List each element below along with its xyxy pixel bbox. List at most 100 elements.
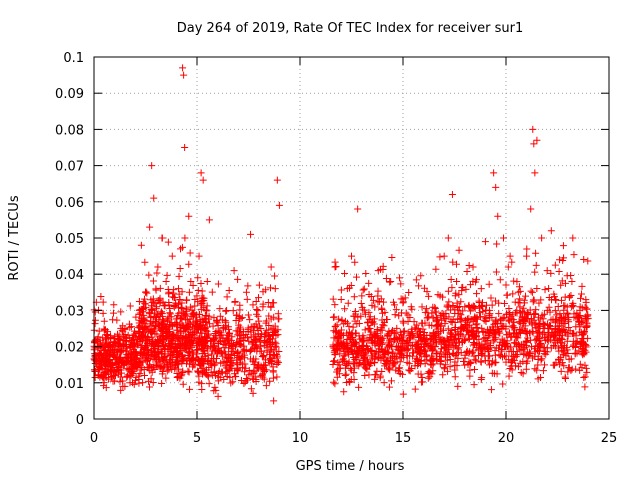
data-point	[271, 328, 279, 336]
data-point	[350, 341, 358, 349]
data-point	[198, 287, 206, 295]
data-point	[440, 364, 448, 372]
data-point	[168, 252, 176, 260]
data-point	[444, 234, 452, 242]
data-point	[392, 306, 400, 314]
data-point	[465, 349, 473, 357]
data-point	[181, 144, 189, 151]
data-point	[169, 289, 177, 297]
data-point	[516, 303, 524, 311]
data-point	[441, 320, 449, 328]
x-tick-label: 25	[601, 431, 618, 446]
data-point	[272, 332, 280, 340]
data-point	[367, 319, 375, 327]
data-point	[129, 342, 137, 350]
data-point	[198, 386, 206, 394]
data-point	[362, 364, 370, 372]
data-point	[502, 281, 510, 289]
data-point	[148, 305, 156, 313]
data-point	[204, 330, 212, 338]
data-point	[242, 288, 250, 296]
y-tick-label: 0.09	[55, 87, 84, 102]
data-point	[164, 350, 172, 358]
data-point	[421, 334, 429, 342]
data-point	[194, 346, 202, 354]
data-point	[525, 348, 533, 356]
data-point	[384, 365, 392, 373]
data-point	[236, 337, 244, 345]
data-point	[225, 286, 233, 294]
data-point	[275, 347, 283, 355]
data-point	[159, 325, 167, 333]
data-point	[157, 309, 165, 317]
data-point	[336, 330, 344, 338]
data-point	[157, 332, 165, 340]
data-point	[396, 274, 404, 282]
data-point	[466, 366, 474, 374]
data-point	[531, 365, 539, 373]
data-point	[459, 332, 467, 340]
data-point	[360, 285, 368, 293]
data-point	[477, 358, 485, 366]
data-point	[365, 371, 373, 379]
data-point	[388, 253, 396, 261]
data-point	[501, 352, 509, 360]
data-point	[150, 353, 158, 361]
data-point	[250, 368, 258, 376]
data-point	[432, 332, 440, 340]
data-point	[232, 316, 240, 324]
data-point	[267, 315, 275, 323]
data-point	[329, 361, 337, 369]
data-point	[267, 325, 275, 333]
data-point	[260, 338, 268, 346]
data-point	[175, 290, 183, 298]
data-point	[486, 306, 494, 314]
data-point	[374, 292, 382, 300]
data-point	[444, 367, 452, 375]
data-point	[142, 288, 149, 296]
data-point	[172, 353, 180, 361]
data-point	[388, 327, 396, 335]
data-point	[91, 367, 99, 375]
data-point	[369, 296, 377, 304]
data-point	[251, 358, 259, 366]
data-point	[254, 327, 262, 335]
data-point	[378, 339, 386, 347]
data-point	[437, 357, 445, 365]
data-point	[507, 333, 515, 341]
data-point	[119, 382, 127, 390]
data-point	[356, 335, 364, 343]
data-point	[179, 367, 187, 375]
data-point	[465, 335, 473, 343]
data-point	[546, 321, 554, 329]
data-point	[492, 183, 500, 191]
data-point	[118, 369, 126, 377]
data-point	[222, 322, 230, 330]
data-point	[201, 325, 209, 332]
data-point	[497, 347, 505, 355]
data-point	[353, 349, 361, 357]
data-point	[417, 272, 425, 280]
data-point	[458, 339, 466, 347]
data-point	[515, 340, 523, 348]
data-point	[192, 346, 200, 354]
data-point	[527, 205, 535, 213]
data-point	[226, 373, 234, 381]
data-point	[196, 360, 204, 368]
data-point	[425, 321, 433, 329]
data-point	[262, 361, 270, 369]
data-point	[531, 336, 539, 344]
data-point	[371, 355, 379, 363]
data-point	[179, 380, 187, 388]
data-point	[351, 364, 359, 372]
data-point	[214, 280, 222, 288]
data-point	[429, 367, 437, 375]
data-point	[515, 283, 523, 291]
data-point	[374, 342, 382, 350]
data-point	[149, 277, 157, 285]
data-point	[151, 300, 159, 308]
data-point	[178, 343, 186, 351]
data-point	[169, 293, 177, 301]
data-point	[252, 320, 260, 328]
